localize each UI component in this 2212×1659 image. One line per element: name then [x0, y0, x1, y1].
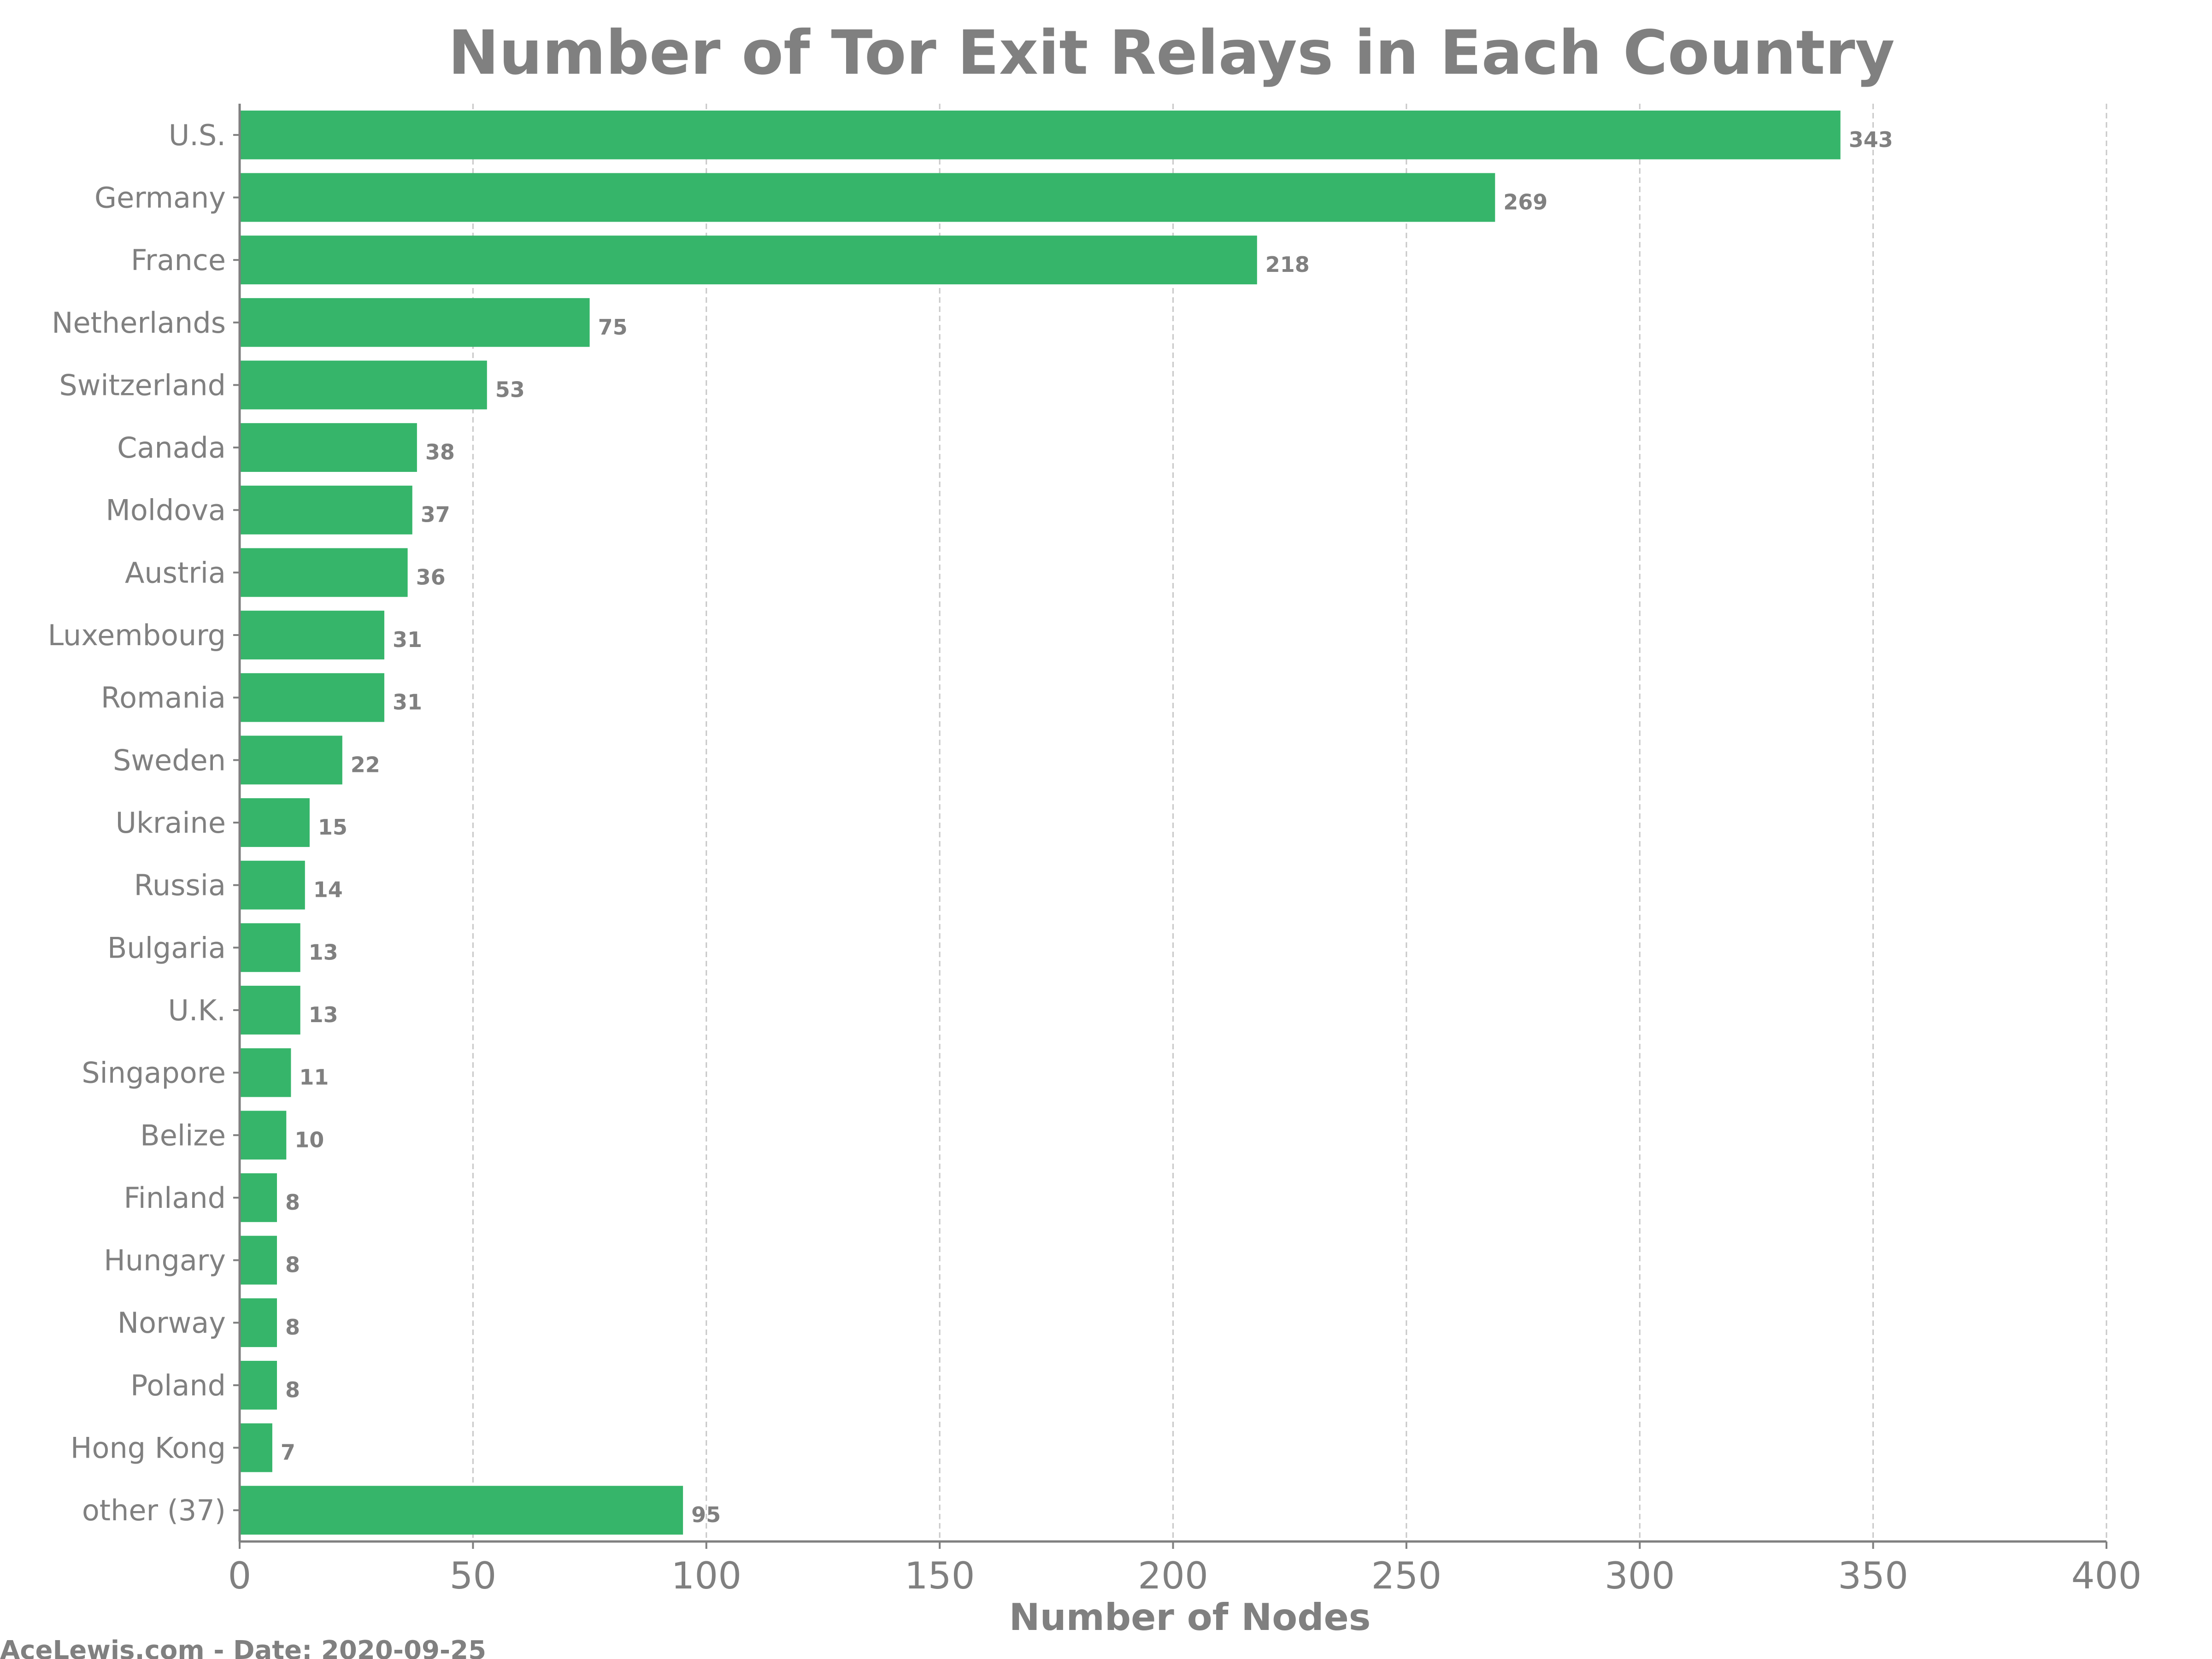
- data-label-belize: 10: [294, 1127, 324, 1152]
- data-label-ukraine: 15: [318, 815, 347, 840]
- data-label-moldova: 37: [421, 502, 450, 527]
- bar-belize: [240, 1111, 287, 1160]
- data-label-hong-kong: 7: [281, 1440, 295, 1465]
- y-tick-label-ukraine: Ukraine: [116, 806, 226, 840]
- bar-norway: [240, 1298, 277, 1347]
- y-tick-label-norway: Norway: [118, 1306, 226, 1340]
- data-label-norway: 8: [285, 1315, 300, 1340]
- x-axis-title: Number of Nodes: [1009, 1596, 1371, 1639]
- data-label-sweden: 22: [351, 752, 380, 777]
- y-tick-label-singapore: Singapore: [82, 1056, 226, 1090]
- bar-u-s: [240, 110, 1841, 159]
- y-tick-label-germany: Germany: [94, 181, 226, 214]
- y-tick-label-u-k: U.K.: [168, 994, 226, 1027]
- x-tick-label-400: 400: [2071, 1554, 2142, 1597]
- data-label-france: 218: [1265, 252, 1310, 277]
- footer-credit: AceLewis.com - Date: 2020-09-25: [0, 1635, 486, 1659]
- y-tick-label-u-s: U.S.: [169, 118, 226, 152]
- bar-finland: [240, 1173, 277, 1222]
- data-label-finland: 8: [285, 1190, 300, 1215]
- bar-switzerland: [240, 360, 487, 410]
- bar-austria: [240, 548, 408, 597]
- y-tick-label-moldova: Moldova: [106, 494, 226, 527]
- x-tick-label-250: 250: [1371, 1554, 1442, 1597]
- data-label-u-s: 343: [1849, 127, 1893, 152]
- x-tick-label-0: 0: [228, 1554, 252, 1597]
- bar-ukraine: [240, 798, 310, 847]
- chart-title: Number of Tor Exit Relays in Each Countr…: [448, 18, 1894, 88]
- data-labels: 343 269 218 75 53 38 37 36 31 31 22 15 14 13 13 11 10 8 8 8…: [281, 127, 1893, 1527]
- x-tick-label-50: 50: [449, 1554, 496, 1597]
- x-tick-label-100: 100: [671, 1554, 741, 1597]
- y-tick-label-romania: Romania: [101, 681, 226, 715]
- data-label-u-k: 13: [309, 1002, 338, 1027]
- y-tick-label-hong-kong: Hong Kong: [71, 1431, 226, 1465]
- data-label-canada: 38: [425, 440, 455, 465]
- data-label-romania: 31: [393, 690, 422, 715]
- bar-sweden: [240, 735, 342, 785]
- y-tick-label-other-37: other (37): [82, 1494, 226, 1527]
- y-tick-label-poland: Poland: [130, 1369, 226, 1402]
- bar-poland: [240, 1360, 277, 1410]
- y-tick-label-finland: Finland: [124, 1181, 226, 1215]
- x-tick-label-200: 200: [1138, 1554, 1208, 1597]
- bar-other-37: [240, 1486, 683, 1535]
- bars: [240, 110, 1841, 1535]
- y-tick-label-bulgaria: Bulgaria: [107, 931, 226, 965]
- data-label-switzerland: 53: [495, 377, 525, 402]
- y-axis-tick-labels: U.S. Germany France Netherlands Switzerland C…: [48, 118, 226, 1527]
- bar-romania: [240, 673, 384, 722]
- x-axis-tick-labels: 0 50 100 150 200 250 300 350 400: [228, 1554, 2142, 1597]
- bar-russia: [240, 860, 305, 910]
- bar-moldova: [240, 485, 412, 535]
- data-label-germany: 269: [1503, 189, 1547, 214]
- bar-luxembourg: [240, 611, 384, 659]
- data-label-other-37: 95: [691, 1502, 721, 1527]
- bar-singapore: [240, 1048, 291, 1097]
- y-tick-label-switzerland: Switzerland: [59, 368, 226, 402]
- data-label-bulgaria: 13: [309, 940, 338, 965]
- x-tick-label-300: 300: [1605, 1554, 1675, 1597]
- bar-netherlands: [240, 298, 590, 347]
- y-tick-label-russia: Russia: [134, 869, 226, 902]
- data-label-russia: 14: [313, 877, 343, 902]
- axes: [233, 104, 2107, 1549]
- bar-hong-kong: [240, 1423, 272, 1472]
- y-tick-label-belize: Belize: [140, 1118, 226, 1152]
- y-tick-label-luxembourg: Luxembourg: [48, 618, 226, 652]
- bar-u-k: [240, 986, 300, 1035]
- data-label-hungary: 8: [285, 1253, 300, 1277]
- bar-canada: [240, 423, 417, 472]
- y-tick-label-france: France: [131, 243, 226, 277]
- x-tick-label-350: 350: [1838, 1554, 1908, 1597]
- data-label-singapore: 11: [299, 1065, 329, 1090]
- x-tick-label-150: 150: [905, 1554, 975, 1597]
- bar-germany: [240, 173, 1495, 222]
- data-label-poland: 8: [285, 1377, 300, 1402]
- data-label-netherlands: 75: [598, 315, 628, 340]
- y-tick-label-canada: Canada: [117, 431, 226, 465]
- data-label-austria: 36: [416, 565, 446, 589]
- y-tick-label-sweden: Sweden: [113, 743, 226, 777]
- y-tick-label-netherlands: Netherlands: [52, 306, 226, 340]
- bar-hungary: [240, 1235, 277, 1285]
- data-label-luxembourg: 31: [393, 627, 422, 652]
- bar-france: [240, 235, 1257, 285]
- bar-bulgaria: [240, 923, 300, 972]
- y-tick-label-austria: Austria: [125, 556, 226, 589]
- y-tick-label-hungary: Hungary: [104, 1244, 226, 1277]
